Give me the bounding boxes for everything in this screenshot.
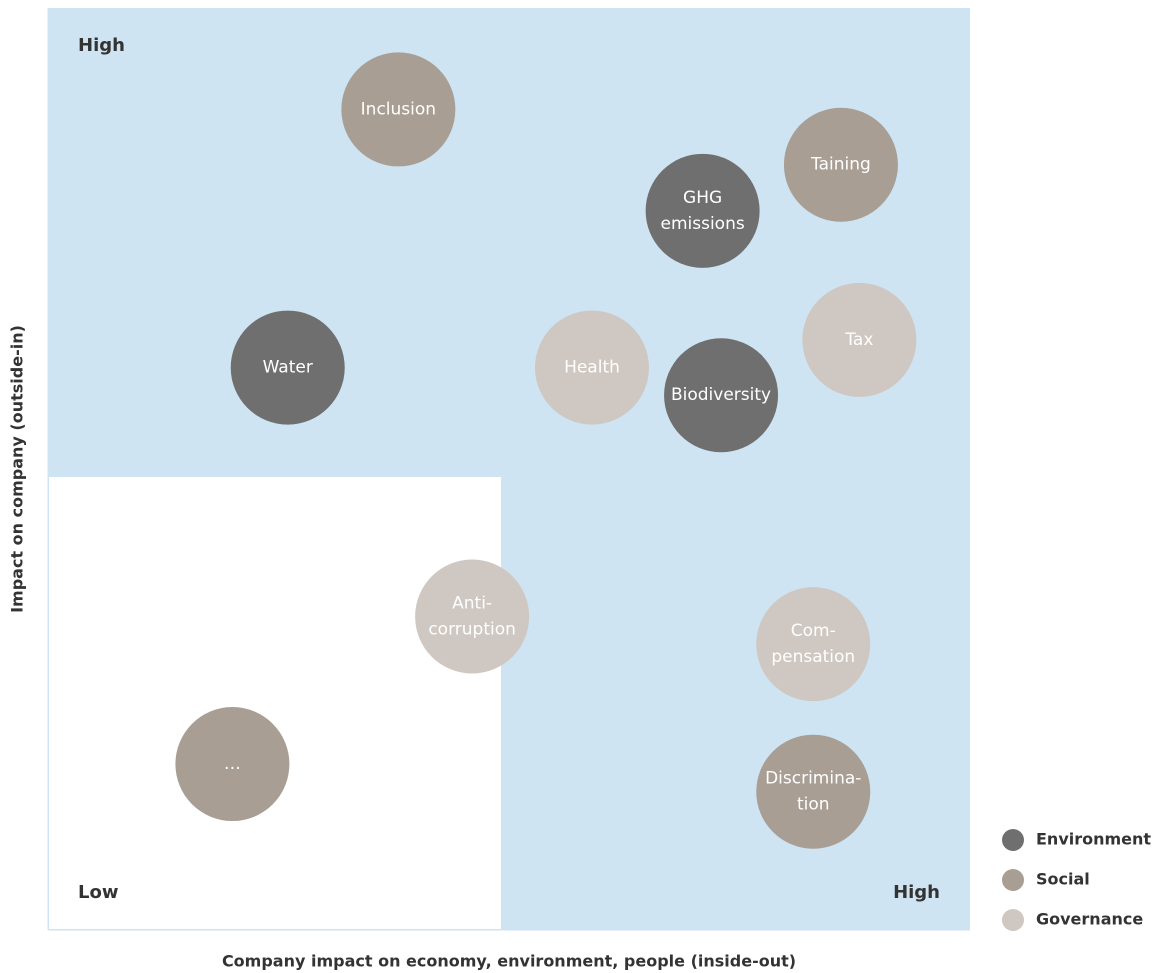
- bubble-label: Water: [263, 358, 313, 378]
- legend-label: Environment: [1036, 830, 1151, 849]
- legend-swatch: [1002, 869, 1024, 891]
- bubble: [664, 338, 779, 453]
- corner-label: High: [893, 882, 940, 903]
- x-axis-label: Company impact on economy, environment, …: [222, 952, 796, 971]
- bubble-label: …: [224, 754, 241, 774]
- corner-label: High: [78, 35, 125, 56]
- bubble-label: Anti-: [452, 594, 492, 614]
- bubble-label: Inclusion: [361, 99, 436, 119]
- bubble-label: Tax: [844, 330, 873, 350]
- bubble: [783, 107, 898, 222]
- bubble: [341, 52, 456, 167]
- bubble-label: GHG: [683, 188, 722, 208]
- bubble: [802, 282, 917, 397]
- bubble: [415, 559, 530, 674]
- corner-label: Low: [78, 882, 118, 903]
- bubble-label: corruption: [428, 620, 516, 640]
- bubble: [175, 707, 290, 822]
- legend-swatch: [1002, 909, 1024, 931]
- bubble-label: Discrimina-: [765, 769, 861, 789]
- bubble: [645, 153, 760, 268]
- y-axis-label: Impact on company (outside-in): [8, 325, 27, 613]
- legend-label: Social: [1036, 870, 1090, 889]
- bubble-label: Com-: [791, 621, 836, 641]
- bubble-label: Biodiversity: [671, 385, 771, 405]
- bubble: [230, 310, 345, 425]
- bubble-label: pensation: [771, 647, 855, 667]
- bubble-label: emissions: [661, 214, 745, 234]
- bubble: [756, 587, 871, 702]
- bubble-label: Health: [564, 358, 620, 378]
- low-quadrant: [49, 477, 501, 929]
- legend-swatch: [1002, 829, 1024, 851]
- bubble-label: Taining: [810, 155, 871, 175]
- bubble: [534, 310, 649, 425]
- bubble-label: tion: [797, 795, 830, 815]
- bubble: [756, 734, 871, 849]
- legend-label: Governance: [1036, 910, 1143, 929]
